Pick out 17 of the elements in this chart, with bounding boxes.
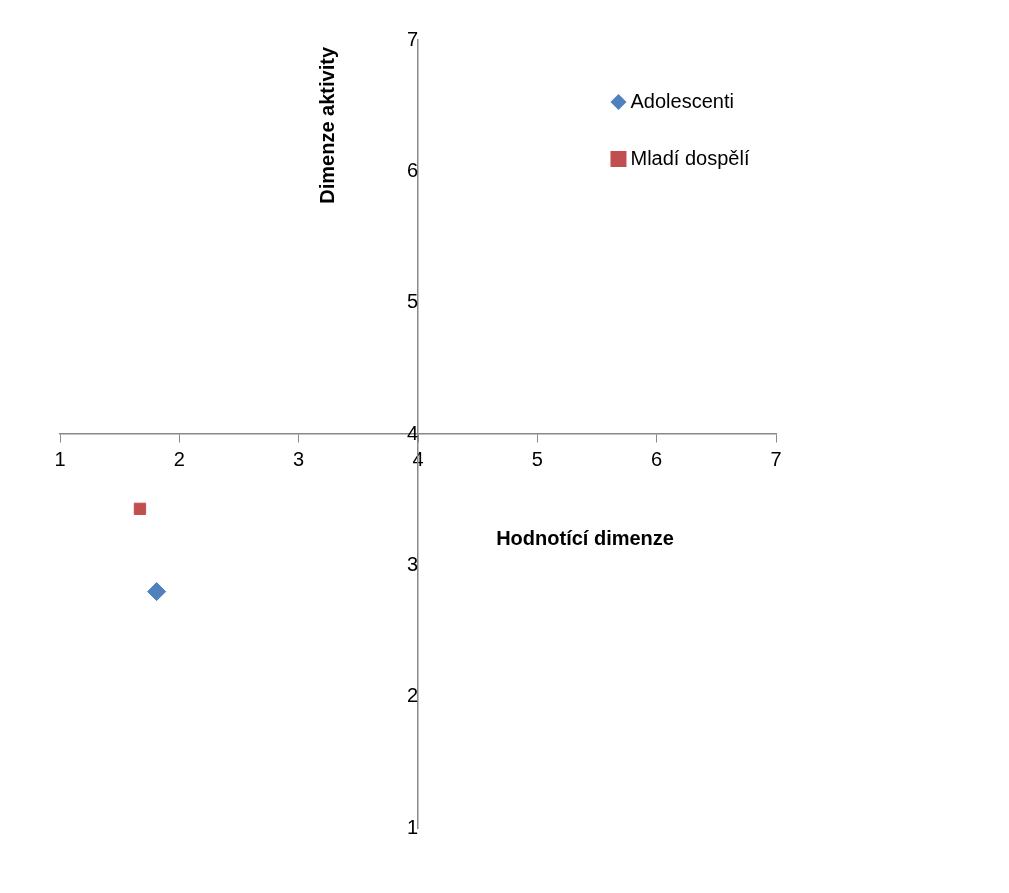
x-axis-title: Hodnotící dimenze bbox=[496, 526, 674, 549]
x-tick-label: 7 bbox=[770, 447, 782, 470]
y-tick-label: 7 bbox=[406, 27, 418, 50]
legend-label: Adolescenti bbox=[630, 89, 734, 112]
x-tick-label: 3 bbox=[293, 447, 305, 470]
y-tick-label: 2 bbox=[406, 684, 418, 707]
y-tick-label: 1 bbox=[406, 815, 418, 838]
y-tick-label: 5 bbox=[406, 290, 418, 313]
y-tick-label: 6 bbox=[406, 158, 418, 181]
y-axis-title: Dimenze aktivity bbox=[316, 46, 339, 204]
x-tick-label: 6 bbox=[651, 447, 663, 470]
legend-label: Mladí dospělí bbox=[630, 146, 750, 169]
x-tick-label: 1 bbox=[54, 447, 66, 470]
y-tick-label: 3 bbox=[406, 552, 418, 575]
x-tick-label: 5 bbox=[531, 447, 543, 470]
x-tick-label: 2 bbox=[173, 447, 185, 470]
y-tick-label: 4 bbox=[406, 421, 418, 444]
